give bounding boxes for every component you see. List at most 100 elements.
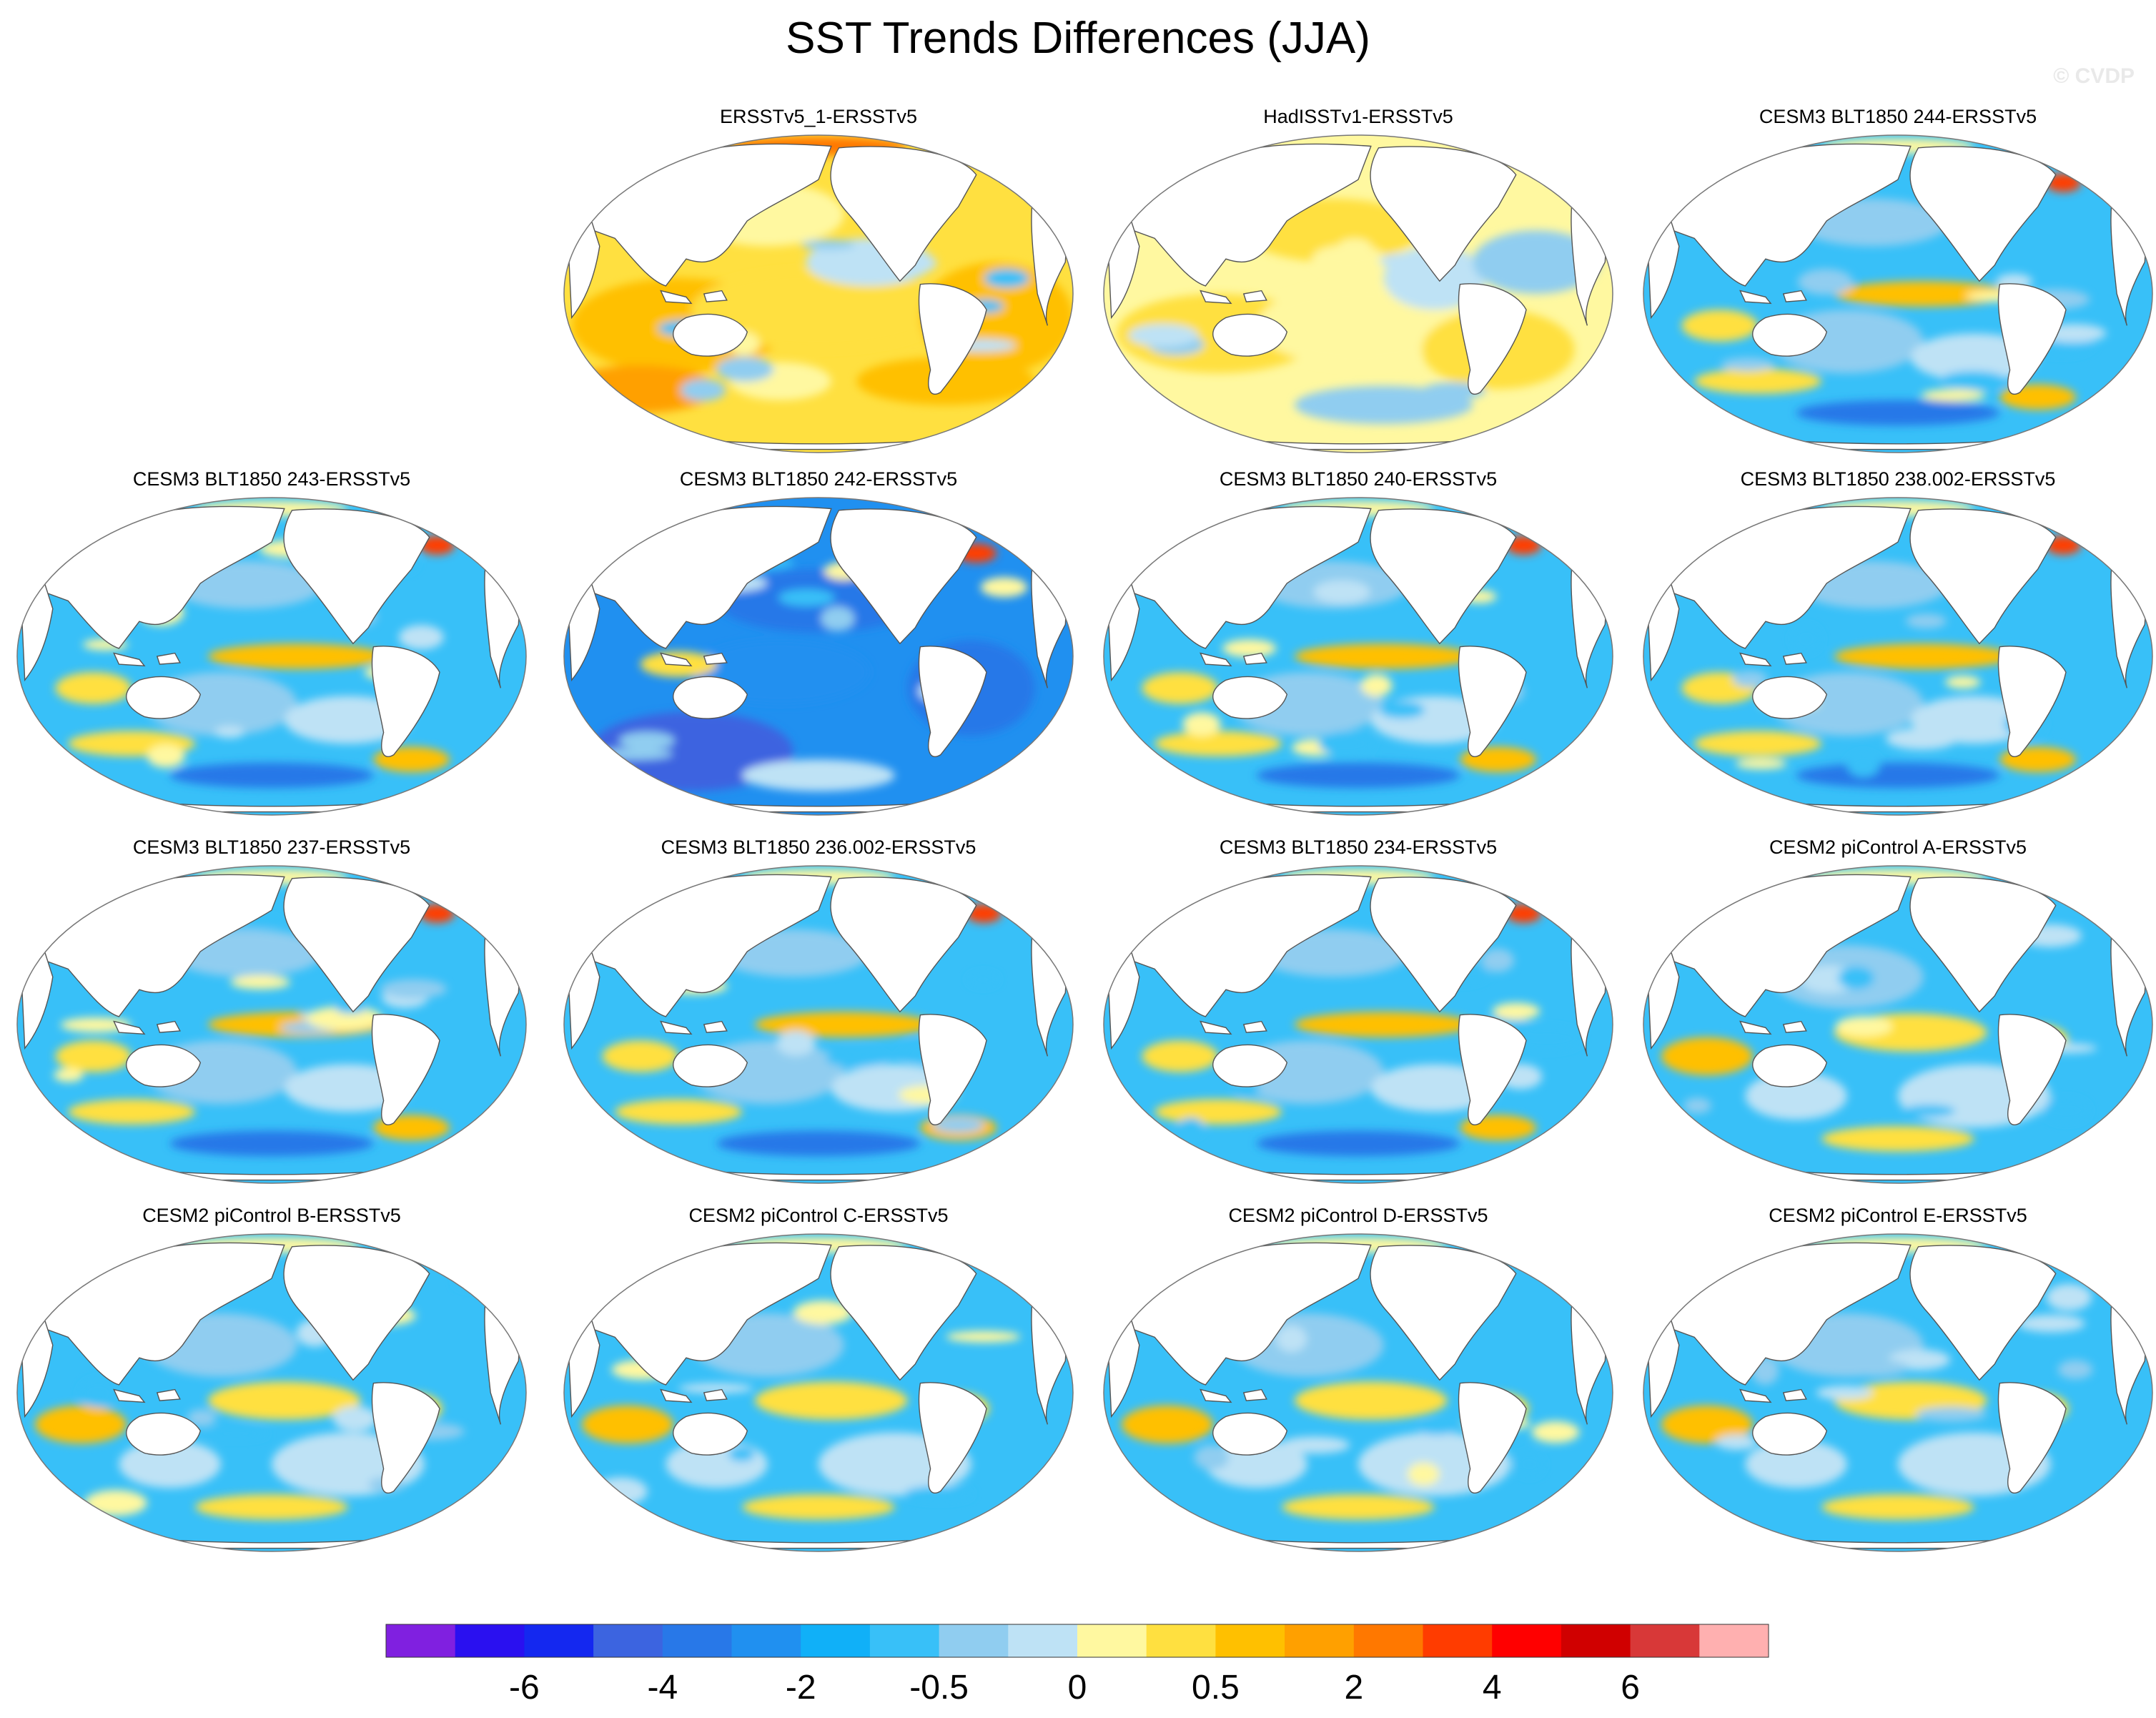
trend-anomaly [1834, 281, 2013, 307]
land-mask [1909, 1245, 2057, 1381]
colorbar-swatch [1008, 1624, 1078, 1657]
land-mask [1752, 313, 1828, 357]
land-mask [660, 1020, 693, 1035]
trend-anomaly [619, 731, 675, 749]
trend-anomaly [1846, 752, 1880, 778]
trend-anomaly [1492, 1002, 1541, 1020]
trend-anomaly [1295, 1012, 1473, 1037]
panel-title: CESM3 BLT1850 242-ERSSTv5 [679, 468, 958, 490]
trend-anomaly [980, 577, 1028, 598]
trend-anomaly [932, 1117, 984, 1133]
trend-anomaly [1154, 1099, 1282, 1125]
map-panel: CESM2 piControl D-ERSSTv5 [1094, 1205, 1623, 1569]
land-mask [703, 652, 728, 665]
sst-map [1643, 865, 2153, 1184]
map-panel: CESM3 BLT1850 237-ERSSTv5 [7, 836, 536, 1201]
land-mask [1242, 290, 1267, 302]
trend-anomaly [1318, 731, 1374, 756]
trend-anomaly [208, 1381, 361, 1420]
map-border [563, 865, 1074, 1184]
sst-map [1103, 865, 1613, 1184]
land-mask [283, 1245, 430, 1381]
panel-title: ERSSTv5_1-ERSSTv5 [719, 106, 918, 127]
trend-anomaly [1945, 676, 1981, 688]
land-mask [1782, 652, 1807, 665]
land-mask [1200, 290, 1232, 305]
map-panel: CESM3 BLT1850 244-ERSSTv5 [1633, 106, 2156, 470]
land-mask [371, 1014, 440, 1125]
land-mask [126, 1044, 202, 1087]
trend-anomaly [801, 240, 856, 250]
land-mask [1200, 652, 1232, 667]
trend-anomaly [681, 379, 726, 402]
colorbar-swatch [1699, 1624, 1769, 1657]
land-mask [830, 1245, 977, 1381]
colorbar-tick-label: -0.5 [909, 1669, 969, 1707]
trend-anomaly [716, 357, 774, 382]
trend-anomaly [2017, 1314, 2085, 1333]
map-border [1103, 1233, 1613, 1552]
trend-anomaly [54, 1067, 84, 1082]
map-border [1643, 134, 2153, 453]
trend-anomaly [678, 1383, 753, 1393]
colorbar-swatch [1423, 1624, 1493, 1657]
trend-anomaly [1510, 1026, 1583, 1051]
land-mask [1458, 1014, 1527, 1125]
land-mask [283, 508, 430, 645]
map-panel: CESM2 piControl B-ERSSTv5 [7, 1205, 536, 1569]
trend-anomaly [593, 1477, 648, 1506]
trend-anomaly [68, 1099, 196, 1125]
land-mask [1739, 1388, 1772, 1403]
trend-anomaly [208, 643, 387, 669]
land-mask [113, 1020, 146, 1035]
land-mask [113, 652, 146, 667]
colorbar-tick-label: 0.5 [1192, 1669, 1240, 1707]
map-panel: CESM3 BLT1850 240-ERSSTv5 [1094, 468, 1623, 833]
trend-anomaly [34, 1405, 127, 1444]
land-mask [1458, 1382, 1527, 1494]
colorbar-swatch [939, 1624, 1009, 1657]
trend-anomaly [1661, 1405, 1754, 1444]
land-mask [1212, 313, 1288, 357]
panel-title: CESM3 BLT1850 240-ERSSTv5 [1219, 468, 1498, 490]
trend-anomaly [1313, 580, 1370, 604]
trend-anomaly [904, 1486, 973, 1501]
panel-title: CESM2 piControl D-ERSSTv5 [1228, 1205, 1488, 1226]
trend-anomaly [1280, 301, 1308, 326]
map-border [1643, 497, 2153, 816]
trend-anomaly [1721, 357, 1775, 372]
trend-anomaly [169, 762, 374, 789]
sst-map [1103, 497, 1613, 816]
trend-anomaly [454, 1274, 489, 1290]
trend-anomaly [1661, 1037, 1754, 1076]
trend-anomaly [755, 1012, 934, 1037]
colorbar-swatch [524, 1624, 594, 1657]
land-mask [1212, 1412, 1288, 1456]
trend-anomaly [1921, 389, 1986, 402]
land-mask [1739, 652, 1772, 667]
trend-anomaly [967, 972, 999, 987]
land-mask [673, 676, 748, 719]
land-mask [156, 1020, 181, 1033]
land-mask [1997, 1382, 2067, 1494]
trend-anomaly [1834, 643, 2013, 669]
trend-anomaly [1683, 1097, 1711, 1114]
land-mask [1370, 877, 1517, 1013]
land-mask [1458, 646, 1527, 757]
colorbar-swatch [1146, 1624, 1216, 1657]
trend-anomaly [380, 979, 447, 999]
panel-title: CESM2 piControl E-ERSSTv5 [1769, 1205, 2027, 1226]
map-panel: ERSSTv5_1-ERSSTv5 [554, 106, 1083, 470]
trend-anomaly [1838, 967, 1874, 989]
map-panel: CESM3 BLT1850 238.002-ERSSTv5 [1633, 468, 2156, 833]
trend-anomaly [1360, 674, 1393, 697]
trend-anomaly [332, 1406, 378, 1431]
trend-anomaly [1694, 368, 1822, 394]
land-mask [918, 646, 987, 757]
cvdp-watermark: © CVDP [2053, 64, 2135, 88]
trend-anomaly [615, 1099, 743, 1125]
trend-anomaly [1732, 671, 1768, 688]
land-mask [283, 877, 430, 1013]
trend-anomaly [1256, 285, 1460, 365]
colorbar-swatch [455, 1624, 525, 1657]
